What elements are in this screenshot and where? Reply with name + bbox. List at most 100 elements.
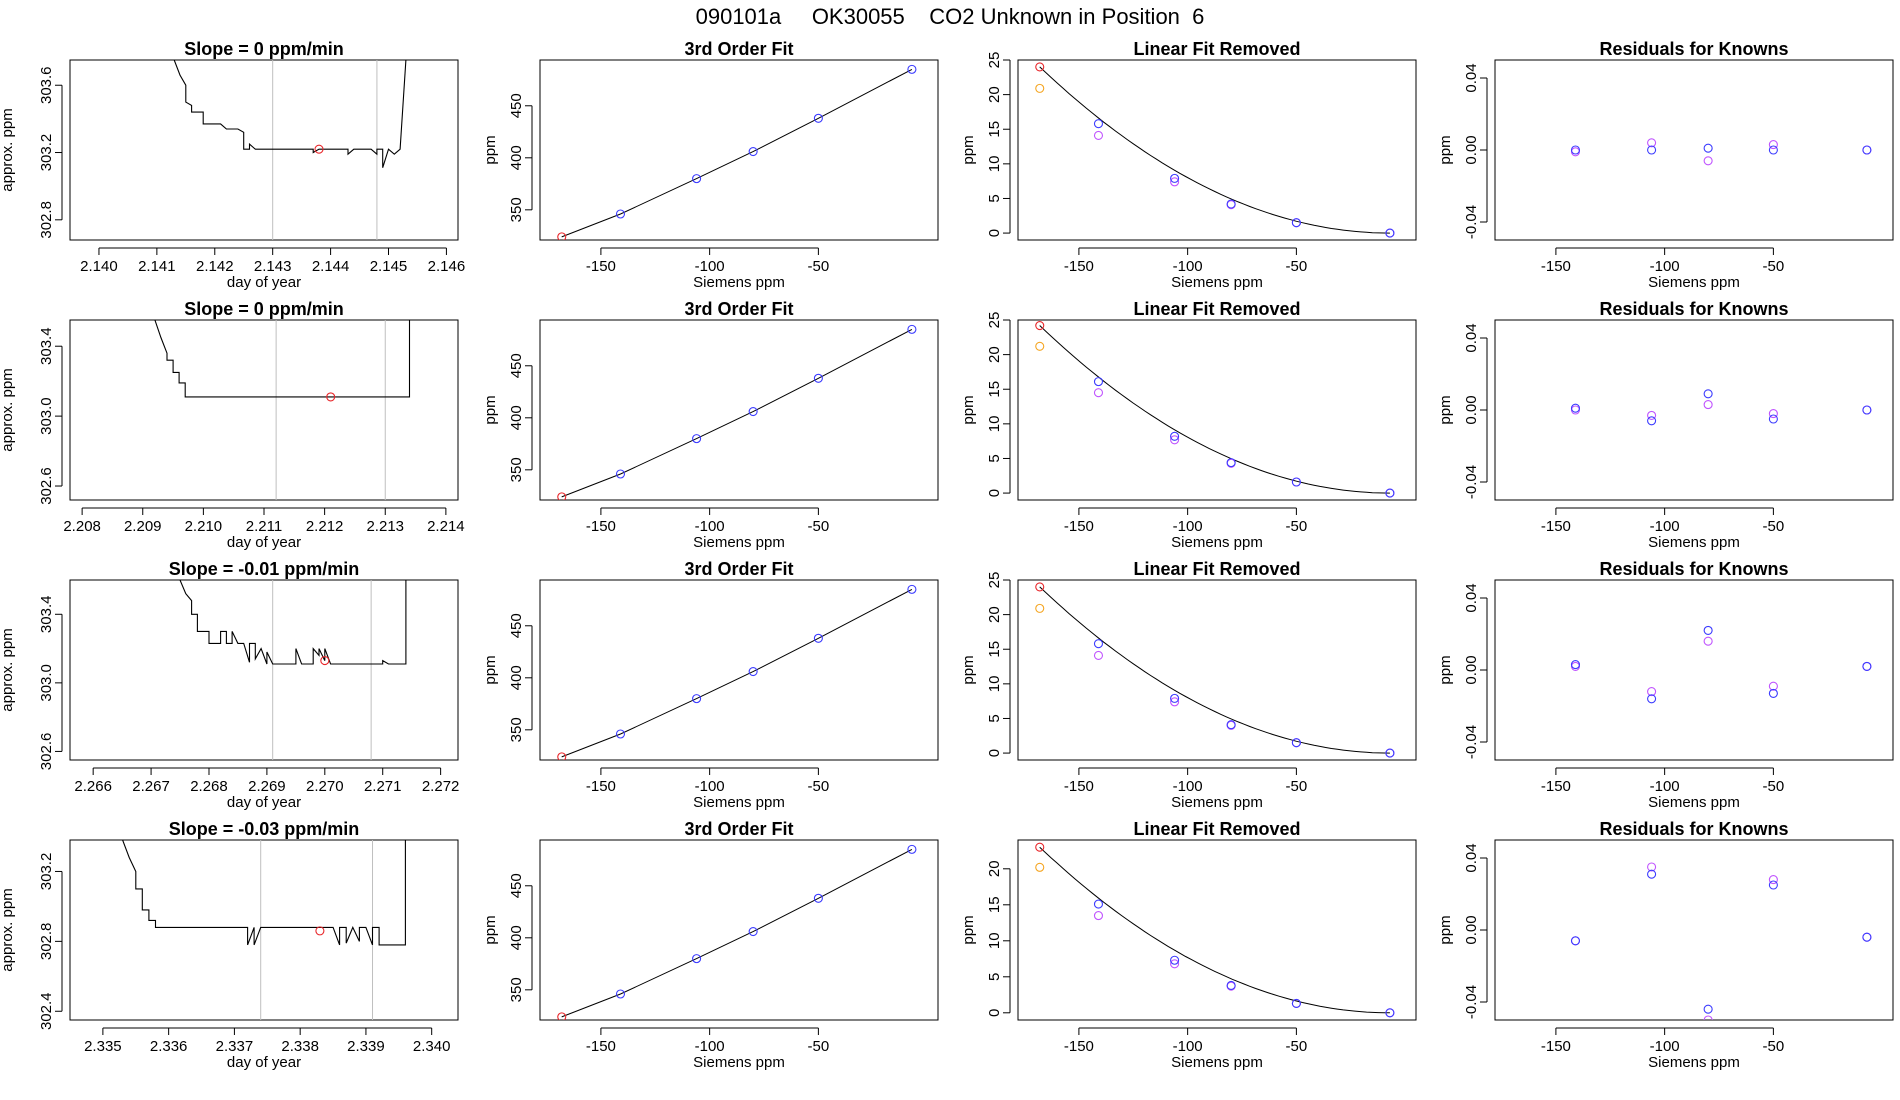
standard-point — [748, 407, 758, 417]
y-axis-label: approx. ppm — [0, 368, 16, 451]
x-axis-label: Siemens ppm — [1171, 1054, 1263, 1071]
chart-panel-resid-2: Residuals for Knowns -150 -100 -50 -0.04 0.00… — [1437, 299, 1894, 551]
panel-title: Residuals for Knowns — [1599, 39, 1788, 59]
plot-area — [1570, 625, 1872, 704]
x-axis-label: Siemens ppm — [693, 1054, 785, 1071]
x-axis-label: Siemens ppm — [1171, 534, 1263, 551]
chart-panel-fit-2: 3rd Order Fit -150 -100 -50 350 400 450 Siemens… — [482, 299, 939, 551]
residual-point-alt — [1647, 862, 1657, 872]
y-tick-label: 0 — [986, 1009, 1003, 1017]
standard-point — [1170, 955, 1180, 965]
residual-point — [1703, 143, 1713, 153]
x-tick-label: 2.141 — [138, 258, 176, 275]
y-tick-label: 25 — [986, 52, 1003, 69]
plot-area — [557, 64, 917, 240]
chart-panel-slope-2: Slope = 0 ppm/min 2.208 2.209 2.210 2.211 2.2… — [0, 299, 465, 551]
x-tick-label: -150 — [1064, 258, 1094, 275]
residual-point-alt — [1647, 138, 1657, 148]
x-axis-label: day of year — [227, 534, 301, 551]
standard-point — [615, 469, 626, 479]
residual-point — [1647, 869, 1657, 879]
residual-point-alt — [1570, 661, 1581, 671]
y-tick-label: 0.00 — [1463, 135, 1480, 164]
standard-point — [1385, 488, 1395, 498]
residual-point-alt — [1703, 400, 1713, 410]
standard-point — [1291, 477, 1301, 487]
y-tick-label: 400 — [508, 145, 525, 170]
y-axis-label: ppm — [1437, 135, 1454, 164]
y-axis-label: ppm — [960, 395, 977, 424]
unknown-point — [557, 232, 567, 240]
standard-point — [813, 373, 823, 383]
x-tick-label: 2.212 — [306, 518, 344, 535]
x-tick-label: -100 — [1173, 258, 1203, 275]
plot-area — [557, 844, 917, 1020]
plot-frame — [69, 319, 459, 501]
panel-title: 3rd Order Fit — [684, 819, 793, 839]
x-tick-label: 2.266 — [74, 778, 112, 795]
concentration-trace — [179, 580, 407, 665]
x-tick-label: -150 — [586, 518, 616, 535]
figure-title: 090101a OK30055 CO2 Unknown in Position … — [695, 4, 1205, 29]
x-tick-label: -50 — [1286, 258, 1308, 275]
residual-curve — [1039, 586, 1390, 754]
y-tick-label: 0 — [986, 489, 1003, 497]
residual-point-alt — [1768, 409, 1778, 419]
unknown-point — [1035, 842, 1045, 852]
x-tick-label: -150 — [1541, 258, 1571, 275]
x-axis-label: Siemens ppm — [693, 794, 785, 811]
y-tick-label: 302.8 — [38, 201, 55, 239]
unknown-mean-point — [320, 656, 330, 666]
x-tick-label: -50 — [808, 778, 830, 795]
y-tick-label: -0.04 — [1463, 725, 1480, 759]
y-tick-label: 25 — [986, 312, 1003, 329]
plot-frame — [539, 59, 939, 241]
y-tick-label: 303.4 — [38, 596, 55, 634]
residual-point — [1570, 660, 1581, 670]
standard-point — [813, 893, 823, 903]
unknown-point-alt — [1035, 83, 1045, 93]
standard-point — [813, 633, 823, 643]
x-tick-label: -150 — [1064, 778, 1094, 795]
x-tick-label: -100 — [1173, 778, 1203, 795]
x-axis-label: Siemens ppm — [1171, 274, 1263, 291]
residual-point — [1862, 405, 1872, 415]
residual-point-alt — [1703, 636, 1713, 646]
standard-point — [692, 954, 702, 964]
plot-area — [557, 584, 917, 760]
plot-frame — [539, 579, 939, 761]
x-tick-label: 2.140 — [80, 258, 118, 275]
y-tick-label: 10 — [986, 156, 1003, 173]
x-tick-label: -100 — [695, 258, 725, 275]
residual-point — [1768, 414, 1778, 424]
unknown-mean-point — [326, 392, 336, 402]
x-tick-label: -150 — [586, 1038, 616, 1055]
x-tick-label: -50 — [1286, 518, 1308, 535]
residual-point — [1570, 403, 1581, 413]
x-tick-label: 2.144 — [312, 258, 350, 275]
unknown-mean-point — [315, 926, 325, 936]
y-axis-label: ppm — [1437, 915, 1454, 944]
plot-area — [122, 840, 406, 1020]
y-tick-label: 15 — [986, 896, 1003, 913]
y-tick-label: 303.4 — [38, 327, 55, 365]
x-tick-label: -150 — [1064, 1038, 1094, 1055]
y-axis-label: ppm — [482, 655, 499, 684]
plot-frame — [1017, 319, 1417, 501]
y-tick-label: 0.04 — [1463, 843, 1480, 872]
residual-point — [1647, 694, 1657, 704]
panel-title: Linear Fit Removed — [1133, 299, 1300, 319]
y-tick-label: 0 — [986, 229, 1003, 237]
y-tick-label: 302.6 — [38, 733, 55, 771]
x-tick-label: 2.268 — [190, 778, 228, 795]
residual-point-alt — [1570, 405, 1581, 415]
x-tick-label: 2.142 — [196, 258, 234, 275]
y-tick-label: 10 — [986, 416, 1003, 433]
plot-frame — [69, 579, 459, 761]
y-tick-label: 0.04 — [1463, 323, 1480, 352]
y-tick-label: 303.2 — [38, 134, 55, 172]
y-axis-label: ppm — [482, 135, 499, 164]
plot-frame — [1494, 59, 1894, 241]
y-tick-label: 20 — [986, 606, 1003, 623]
standard-point — [1093, 639, 1104, 649]
